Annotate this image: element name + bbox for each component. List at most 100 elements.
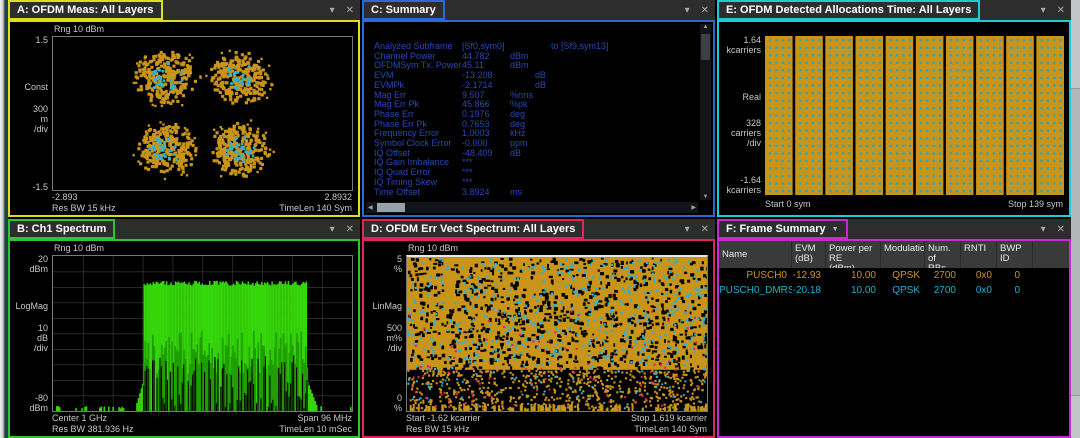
scroll-down-icon[interactable]: ▼ — [702, 194, 709, 200]
table-cell: 0x0 — [975, 285, 992, 296]
panel-d-tab[interactable]: D: OFDM Err Vect Spectrum: All Layers — [362, 219, 585, 239]
summary-row: Phase Err 0.1976 deg — [374, 108, 526, 119]
panel-f-title: F: Frame Summary — [726, 223, 826, 235]
panel-a-tab[interactable]: A: OFDM Meas: All Layers — [8, 0, 163, 20]
summary-row: Analyzed Subframe [Sf0,sym0] to [Sf9,sym13… — [374, 42, 609, 51]
error-vector-plot[interactable] — [406, 255, 708, 412]
y-axis-top: 1.5 — [35, 35, 48, 45]
close-icon[interactable]: ✕ — [700, 4, 709, 16]
x-axis-stop: 2.8932 — [324, 192, 352, 202]
res-bw-label: Res BW 381.936 Hz — [52, 424, 134, 434]
panel-c-content: Analyzed Subframe [Sf0,sym0] to [Sf9,sym13… — [362, 20, 715, 217]
x-axis-stop: Stop 1.619 kcarrier — [630, 413, 707, 423]
table-cell: QPSK — [892, 285, 920, 296]
chevron-down-icon[interactable]: ▾ — [329, 223, 335, 235]
column-header[interactable]: Num. of RBs — [925, 241, 961, 268]
panel-e-tab[interactable]: E: OFDM Detected Allocations Time: All L… — [717, 0, 981, 20]
summary-row: IQ Gain Imbalance *** — [374, 157, 473, 168]
column-header[interactable]: Power per RE (dBm) — [826, 241, 881, 268]
column-header[interactable]: BWP ID — [997, 241, 1033, 268]
summary-row: IQ Quad Error *** — [374, 167, 473, 178]
summary-row: Symbol Clock Error -0.000 ppm — [374, 138, 528, 149]
scroll-up-icon[interactable]: ▲ — [702, 24, 709, 30]
chevron-down-icon[interactable]: ▾ — [329, 4, 335, 16]
y-axis-top: 1.64 kcarriers — [726, 35, 761, 55]
close-icon[interactable]: ✕ — [1056, 4, 1065, 16]
column-header[interactable]: RNTI — [961, 241, 997, 268]
horizontal-scrollbar[interactable]: ◀ ▶ — [366, 202, 698, 213]
panel-ofdm-meas: A: OFDM Meas: All Layers ▾ ✕ Rng 10 dBm … — [8, 0, 360, 217]
x-axis-span: Span 96 MHz — [297, 413, 352, 423]
panel-a-titlebar[interactable]: A: OFDM Meas: All Layers ▾ ✕ — [8, 0, 360, 20]
chevron-down-icon[interactable]: ▾ — [1040, 4, 1046, 16]
summary-row: Channel Power 44.782 dBm — [374, 50, 529, 61]
close-icon[interactable]: ✕ — [700, 223, 709, 235]
y-scale-per-div: 300 m /div — [32, 104, 48, 134]
y-scale-per-div: 500 m% /div — [386, 323, 403, 353]
table-cell: PUSCH0_DMRS — [719, 285, 792, 296]
chevron-down-icon[interactable]: ▾ — [684, 4, 690, 16]
panel-d-titlebar[interactable]: D: OFDM Err Vect Spectrum: All Layers ▾ … — [362, 219, 715, 239]
y-axis-top: 20 dBm — [29, 254, 48, 274]
trace-format-label: LogMag — [15, 301, 48, 311]
range-label: Rng 10 dBm — [54, 243, 105, 253]
allocations-plot[interactable] — [765, 36, 1064, 195]
table-cell: PUSCH0 — [746, 270, 787, 281]
res-bw-label: Res BW 15 kHz — [406, 424, 470, 434]
constellation-plot[interactable] — [52, 36, 353, 191]
table-cell: QPSK — [892, 270, 920, 281]
time-len-label: TimeLen 140 Sym — [279, 203, 352, 213]
panel-b-tab[interactable]: B: Ch1 Spectrum — [8, 219, 116, 239]
time-len-label: TimeLen 10 mSec — [279, 424, 352, 434]
table-cell: 0 — [1014, 285, 1020, 296]
spectrum-plot[interactable] — [52, 255, 353, 412]
summary-row: IQ Timing Skew *** — [374, 176, 473, 187]
vertical-scrollbar[interactable]: ▲ ▼ — [700, 24, 711, 200]
panel-c-titlebar[interactable]: C: Summary ▾ ✕ — [362, 0, 715, 20]
close-icon[interactable]: ✕ — [345, 4, 354, 16]
column-header[interactable]: EVM (dB) — [792, 241, 826, 268]
scrollbar-thumb[interactable] — [1071, 88, 1080, 396]
window-vertical-scrollbar[interactable] — [1071, 0, 1080, 438]
scrollbar-thumb[interactable] — [701, 34, 710, 60]
x-axis-start: -2.893 — [52, 192, 78, 202]
x-axis-start: Start -1.62 kcarrier — [406, 413, 481, 423]
frame-summary-table: PUSCH0 -12.93 10.00 QPSK 2700 0x0 0 PUSCH0_DMRS… — [719, 268, 1069, 298]
close-icon[interactable]: ✕ — [345, 223, 354, 235]
time-len-label: TimeLen 140 Sym — [634, 424, 707, 434]
panel-c-tab[interactable]: C: Summary — [362, 0, 445, 20]
column-header[interactable]: Name — [719, 241, 792, 268]
panel-detected-allocations: E: OFDM Detected Allocations Time: All L… — [717, 0, 1071, 217]
chevron-down-icon[interactable]: ▾ — [684, 223, 690, 235]
summary-row: EVM -13.208 dB — [374, 70, 547, 81]
summary-row: Phase Err Pk 0.7653 deg — [374, 118, 526, 129]
panel-c-title: C: Summary — [371, 4, 436, 16]
table-cell: 10.00 — [850, 285, 876, 296]
y-axis-bottom: -1.5 — [32, 182, 48, 192]
scrollbar-thumb[interactable] — [377, 203, 405, 212]
range-label: Rng 10 dBm — [54, 24, 105, 34]
table-cell — [1033, 268, 1069, 283]
close-icon[interactable]: ✕ — [1056, 223, 1065, 235]
y-axis-bottom: -1.64 kcarriers — [726, 175, 761, 195]
chevron-down-icon[interactable]: ▾ — [1040, 223, 1046, 235]
scroll-right-icon[interactable]: ▶ — [691, 205, 696, 211]
panel-b-titlebar[interactable]: B: Ch1 Spectrum ▾ ✕ — [8, 219, 360, 239]
table-cell: 0x0 — [975, 270, 992, 281]
summary-row: Mag Err 9.507 %rms — [374, 89, 533, 100]
scroll-left-icon[interactable]: ◀ — [368, 205, 373, 211]
x-axis-start: Start 0 sym — [765, 199, 811, 209]
summary-row: IQ Offset -48.409 dB — [374, 147, 522, 158]
dropdown-icon[interactable]: ▼ — [831, 225, 839, 233]
res-bw-label: Res BW 15 kHz — [52, 203, 116, 213]
panel-f-tab[interactable]: F: Frame Summary ▼ — [717, 219, 848, 239]
frame-summary-row[interactable]: PUSCH0 -12.93 10.00 QPSK 2700 0x0 0 — [719, 268, 1069, 283]
column-header[interactable]: Modulation — [881, 241, 925, 268]
panel-e-titlebar[interactable]: E: OFDM Detected Allocations Time: All L… — [717, 0, 1071, 20]
table-cell: 2700 — [933, 285, 956, 296]
table-cell: 10.00 — [850, 270, 876, 281]
frame-summary-row[interactable]: PUSCH0_DMRS -20.18 10.00 QPSK 2700 0x0 0 — [719, 283, 1069, 298]
panel-f-titlebar[interactable]: F: Frame Summary ▼ ▾ ✕ — [717, 219, 1071, 239]
